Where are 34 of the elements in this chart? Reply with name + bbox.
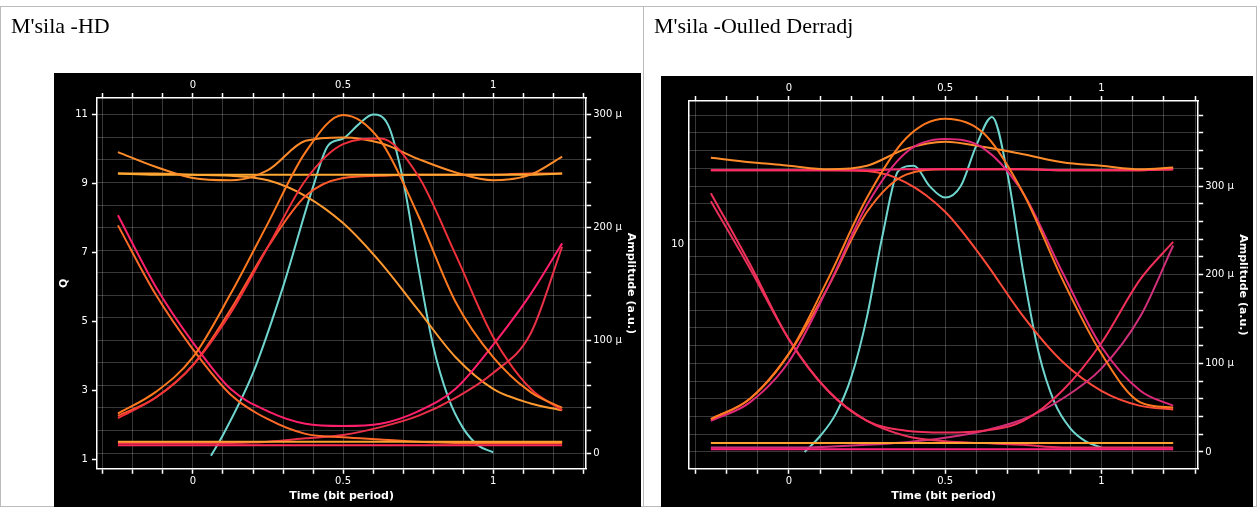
- y2-tick-label: 0: [1205, 445, 1212, 457]
- y-tick-label: 11: [75, 108, 88, 120]
- y-tick-label: 9: [81, 177, 88, 189]
- x-tick-label: 1: [1098, 475, 1105, 487]
- x2-tick-label: 1: [489, 78, 497, 90]
- text: 10: [671, 238, 684, 250]
- y2-tick-label: 0: [593, 446, 600, 458]
- chart-title: M'sila -HD: [11, 13, 110, 39]
- y2-tick-label: 200 µ: [593, 221, 623, 233]
- x2-tick-label: 1: [1098, 81, 1105, 93]
- chart-title: M'sila -Oulled Derradj: [654, 13, 854, 39]
- x-tick-label: 0.5: [335, 475, 351, 487]
- x-axis-title: Time (bit period): [891, 489, 996, 503]
- x-tick-label: 0.5: [937, 475, 954, 487]
- y2-tick-label: 300 µ: [593, 108, 623, 120]
- x2-tick-label: 0.5: [937, 81, 954, 93]
- y2-tick-label: 100 µ: [593, 333, 623, 345]
- y2-axis-title: Amplitude (a.u.): [1236, 234, 1250, 336]
- x2-tick-label: 0.5: [335, 78, 351, 90]
- x2-tick-label: 0: [189, 78, 197, 90]
- x2-tick-label: 0: [785, 81, 793, 93]
- y2-tick-label: 300 µ: [1205, 179, 1235, 191]
- y-tick-label: 3: [81, 383, 88, 395]
- x-tick-label: 1: [489, 475, 497, 487]
- y2-tick-label: 100 µ: [1205, 356, 1235, 368]
- x-tick-label: 0: [785, 475, 793, 487]
- y-tick-label: 1: [81, 452, 88, 464]
- x-tick-label: 0: [189, 475, 197, 487]
- y2-tick-label: 200 µ: [1205, 268, 1235, 280]
- x-axis-title: Time (bit period): [289, 489, 394, 503]
- y-axis-title: Q: [57, 278, 71, 289]
- y-tick-label: 7: [81, 245, 88, 257]
- y-tick-label: 5: [81, 314, 88, 326]
- y2-axis-title: Amplitude (a.u.): [624, 232, 638, 335]
